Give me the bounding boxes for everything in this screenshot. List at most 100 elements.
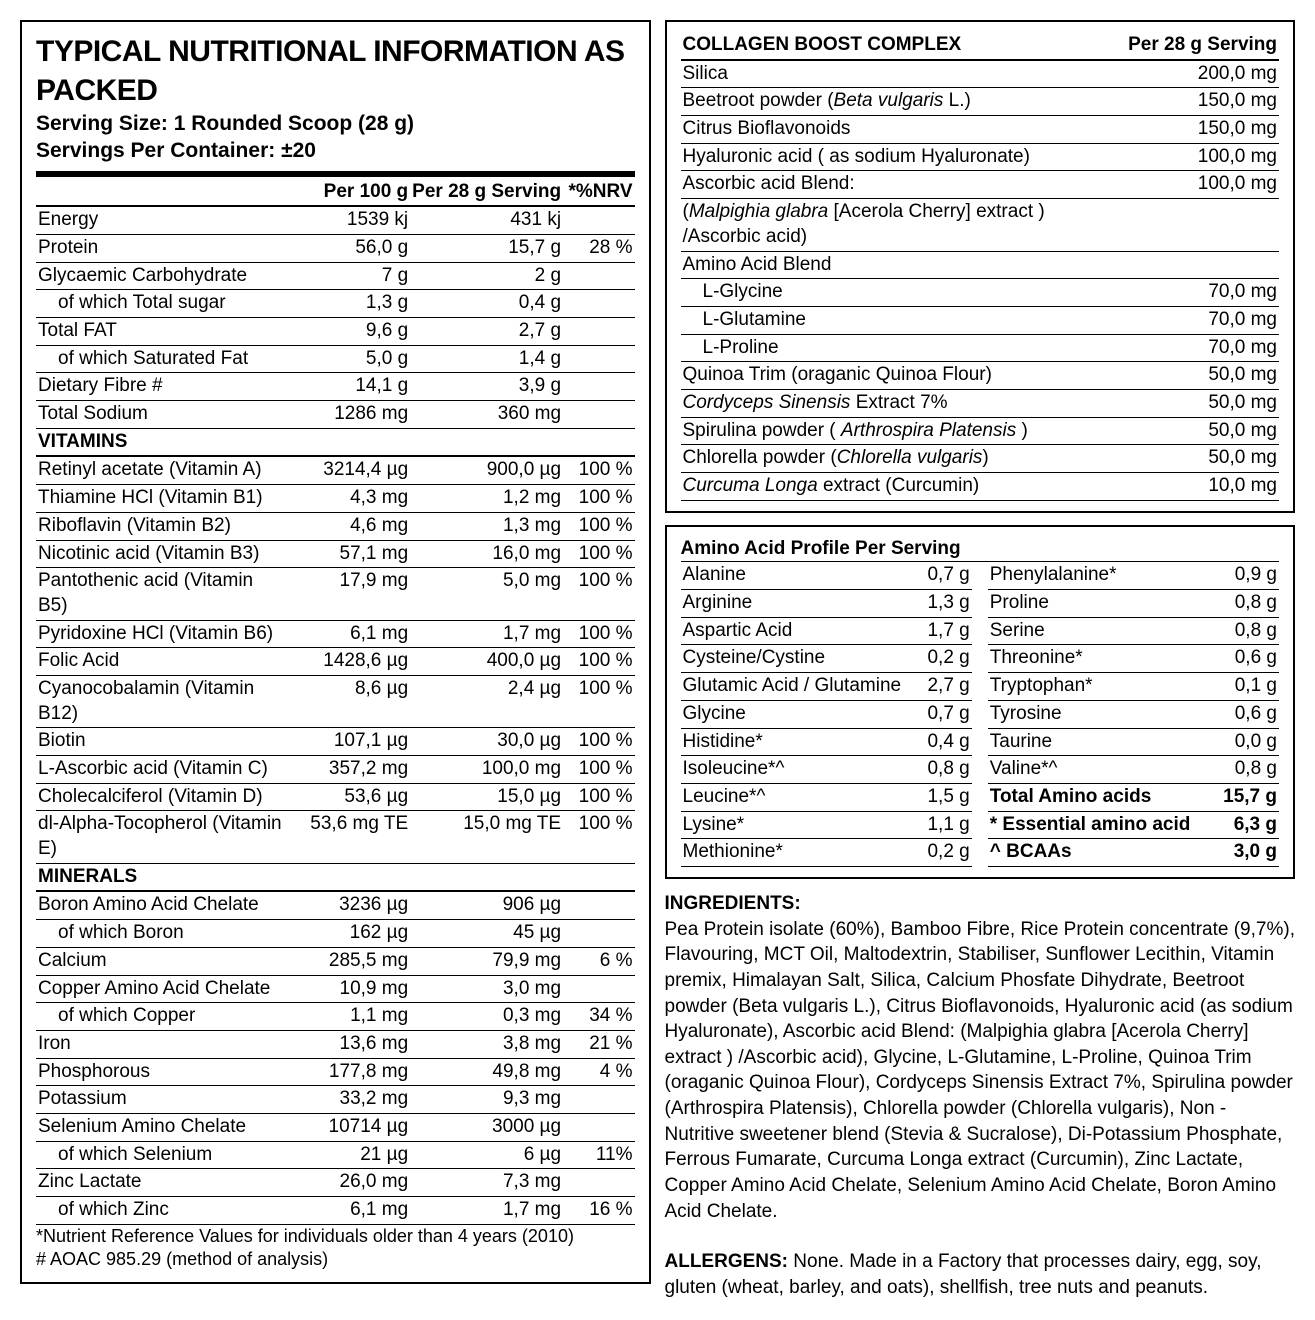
per-serving: 431 kj	[410, 206, 563, 234]
per-100: 53,6 mg TE	[287, 811, 410, 863]
amino-label: Arginine	[681, 590, 922, 618]
per-serving: 16,0 mg	[410, 540, 563, 568]
per-serving: 3,9 g	[410, 373, 563, 401]
nutrient-label: Thiamine HCl (Vitamin B1)	[36, 485, 287, 513]
nrv: 100 %	[563, 811, 634, 863]
amino-label: Isoleucine*^	[681, 756, 922, 784]
nutrient-label: Nicotinic acid (Vitamin B3)	[36, 540, 287, 568]
collagen-value: 200,0 mg	[1126, 60, 1279, 88]
collagen-value: 50,0 mg	[1126, 362, 1279, 390]
collagen-label: Amino Acid Blend	[681, 251, 1127, 279]
per-serving: 2 g	[410, 262, 563, 290]
nrv	[563, 318, 634, 346]
nrv: 100 %	[563, 783, 634, 811]
amino-label: Aspartic Acid	[681, 617, 922, 645]
collagen-value: 50,0 mg	[1126, 389, 1279, 417]
per-100: 1428,6 µg	[287, 648, 410, 676]
collagen-value: 70,0 mg	[1126, 334, 1279, 362]
nrv	[563, 920, 634, 948]
amino-label: Glutamic Acid / Glutamine	[681, 673, 922, 701]
nutrient-label: Protein	[36, 234, 287, 262]
amino-value: 15,7 g	[1215, 783, 1279, 811]
amino-label: Valine*^	[988, 756, 1215, 784]
nutrient-label: of which Total sugar	[36, 290, 287, 318]
per-100: 177,8 mg	[287, 1058, 410, 1086]
collagen-label: Curcuma Longa extract (Curcumin)	[681, 473, 1127, 501]
amino-label: * Essential amino acid	[988, 811, 1215, 839]
per-serving: 1,2 mg	[410, 485, 563, 513]
amino-label: Glycine	[681, 700, 922, 728]
per-100: 33,2 mg	[287, 1086, 410, 1114]
per-serving: 3,0 mg	[410, 975, 563, 1003]
nutrient-label: Dietary Fibre #	[36, 373, 287, 401]
nutrient-label: Cyanocobalamin (Vitamin B12)	[36, 675, 287, 727]
nrv: 28 %	[563, 234, 634, 262]
nrv: 100 %	[563, 456, 634, 484]
per-100: 4,3 mg	[287, 485, 410, 513]
col-nrv: *%NRV	[563, 179, 634, 207]
nutrient-label: dl-Alpha-Tocopherol (Vitamin E)	[36, 811, 287, 863]
per-serving: 7,3 mg	[410, 1169, 563, 1197]
per-100: 7 g	[287, 262, 410, 290]
nrv: 100 %	[563, 568, 634, 620]
per-100: 357,2 mg	[287, 756, 410, 784]
amino-value: 0,7 g	[922, 700, 972, 728]
per-serving: 400,0 µg	[410, 648, 563, 676]
nrv	[563, 262, 634, 290]
amino-label: ^ BCAAs	[988, 839, 1215, 867]
per-100: 6,1 mg	[287, 620, 410, 648]
nrv: 34 %	[563, 1003, 634, 1031]
collagen-value: 50,0 mg	[1126, 445, 1279, 473]
collagen-label: L-Proline	[681, 334, 1127, 362]
per-serving: 5,0 mg	[410, 568, 563, 620]
per-100: 3214,4 µg	[287, 456, 410, 484]
nutrient-label: Boron Amino Acid Chelate	[36, 891, 287, 919]
nrv	[563, 373, 634, 401]
per-serving: 360 mg	[410, 401, 563, 429]
section-title: VITAMINS	[36, 428, 635, 456]
per-serving: 0,3 mg	[410, 1003, 563, 1031]
per-100: 17,9 mg	[287, 568, 410, 620]
per-serving: 15,0 mg TE	[410, 811, 563, 863]
collagen-title: COLLAGEN BOOST COMPLEX	[681, 32, 1127, 60]
nutrient-label: Pyridoxine HCl (Vitamin B6)	[36, 620, 287, 648]
amino-value: 0,1 g	[1215, 673, 1279, 701]
collagen-label: Ascorbic acid Blend:	[681, 171, 1127, 199]
amino-value: 1,7 g	[922, 617, 972, 645]
per-100: 1,3 g	[287, 290, 410, 318]
nrv: 100 %	[563, 620, 634, 648]
per-100: 4,6 mg	[287, 512, 410, 540]
nrv: 6 %	[563, 947, 634, 975]
per-100: 1539 kj	[287, 206, 410, 234]
nrv: 100 %	[563, 648, 634, 676]
per-100: 8,6 µg	[287, 675, 410, 727]
per-100: 21 µg	[287, 1141, 410, 1169]
nutrient-label: Phosphorous	[36, 1058, 287, 1086]
amino-value: 0,9 g	[1215, 562, 1279, 589]
per-100: 57,1 mg	[287, 540, 410, 568]
amino-label: Leucine*^	[681, 783, 922, 811]
per-100: 26,0 mg	[287, 1169, 410, 1197]
nutrient-label: of which Copper	[36, 1003, 287, 1031]
collagen-value	[1126, 251, 1279, 279]
amino-value: 0,2 g	[922, 839, 972, 867]
collagen-value: 70,0 mg	[1126, 279, 1279, 307]
amino-value: 6,3 g	[1215, 811, 1279, 839]
amino-value: 0,7 g	[922, 562, 972, 589]
per-100: 1,1 mg	[287, 1003, 410, 1031]
amino-label: Cysteine/Cystine	[681, 645, 922, 673]
nutrient-label: Total FAT	[36, 318, 287, 346]
amino-value: 3,0 g	[1215, 839, 1279, 867]
amino-label: Lysine*	[681, 811, 922, 839]
collagen-label: Silica	[681, 60, 1127, 88]
amino-value: 0,8 g	[1215, 617, 1279, 645]
per-serving: 30,0 µg	[410, 728, 563, 756]
per-serving: 100,0 mg	[410, 756, 563, 784]
per-100: 10,9 mg	[287, 975, 410, 1003]
nrv	[563, 1169, 634, 1197]
nrv	[563, 891, 634, 919]
nrv: 100 %	[563, 756, 634, 784]
per-100: 162 µg	[287, 920, 410, 948]
per-100: 5,0 g	[287, 345, 410, 373]
per-serving: 49,8 mg	[410, 1058, 563, 1086]
